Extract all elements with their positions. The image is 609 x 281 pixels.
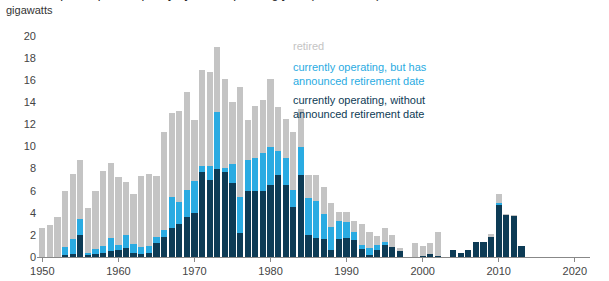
svg-text:retired: retired bbox=[293, 40, 324, 52]
svg-text:currently operating, but hasan: currently operating, but hasannounced re… bbox=[293, 61, 427, 87]
svg-text:6: 6 bbox=[30, 185, 36, 197]
svg-text:1980: 1980 bbox=[258, 265, 282, 277]
svg-text:10: 10 bbox=[24, 140, 36, 152]
svg-text:2020: 2020 bbox=[563, 265, 587, 277]
svg-text:currently operating, withoutan: currently operating, withoutannounced re… bbox=[293, 94, 425, 120]
svg-text:2000: 2000 bbox=[410, 265, 434, 277]
svg-text:1970: 1970 bbox=[182, 265, 206, 277]
svg-text:2010: 2010 bbox=[486, 265, 510, 277]
svg-text:14: 14 bbox=[24, 96, 36, 108]
svg-text:4: 4 bbox=[30, 207, 36, 219]
svg-text:8: 8 bbox=[30, 162, 36, 174]
svg-text:U.S. coal power plant capacity: U.S. coal power plant capacity by initia… bbox=[6, 0, 381, 1]
svg-text:1960: 1960 bbox=[106, 265, 130, 277]
svg-text:1990: 1990 bbox=[334, 265, 358, 277]
svg-text:16: 16 bbox=[24, 74, 36, 86]
svg-text:18: 18 bbox=[24, 52, 36, 64]
svg-text:2: 2 bbox=[30, 229, 36, 241]
svg-text:12: 12 bbox=[24, 118, 36, 130]
svg-text:0: 0 bbox=[30, 251, 36, 263]
svg-text:20: 20 bbox=[24, 30, 36, 42]
svg-text:gigawatts: gigawatts bbox=[6, 4, 53, 16]
svg-text:1950: 1950 bbox=[30, 265, 54, 277]
